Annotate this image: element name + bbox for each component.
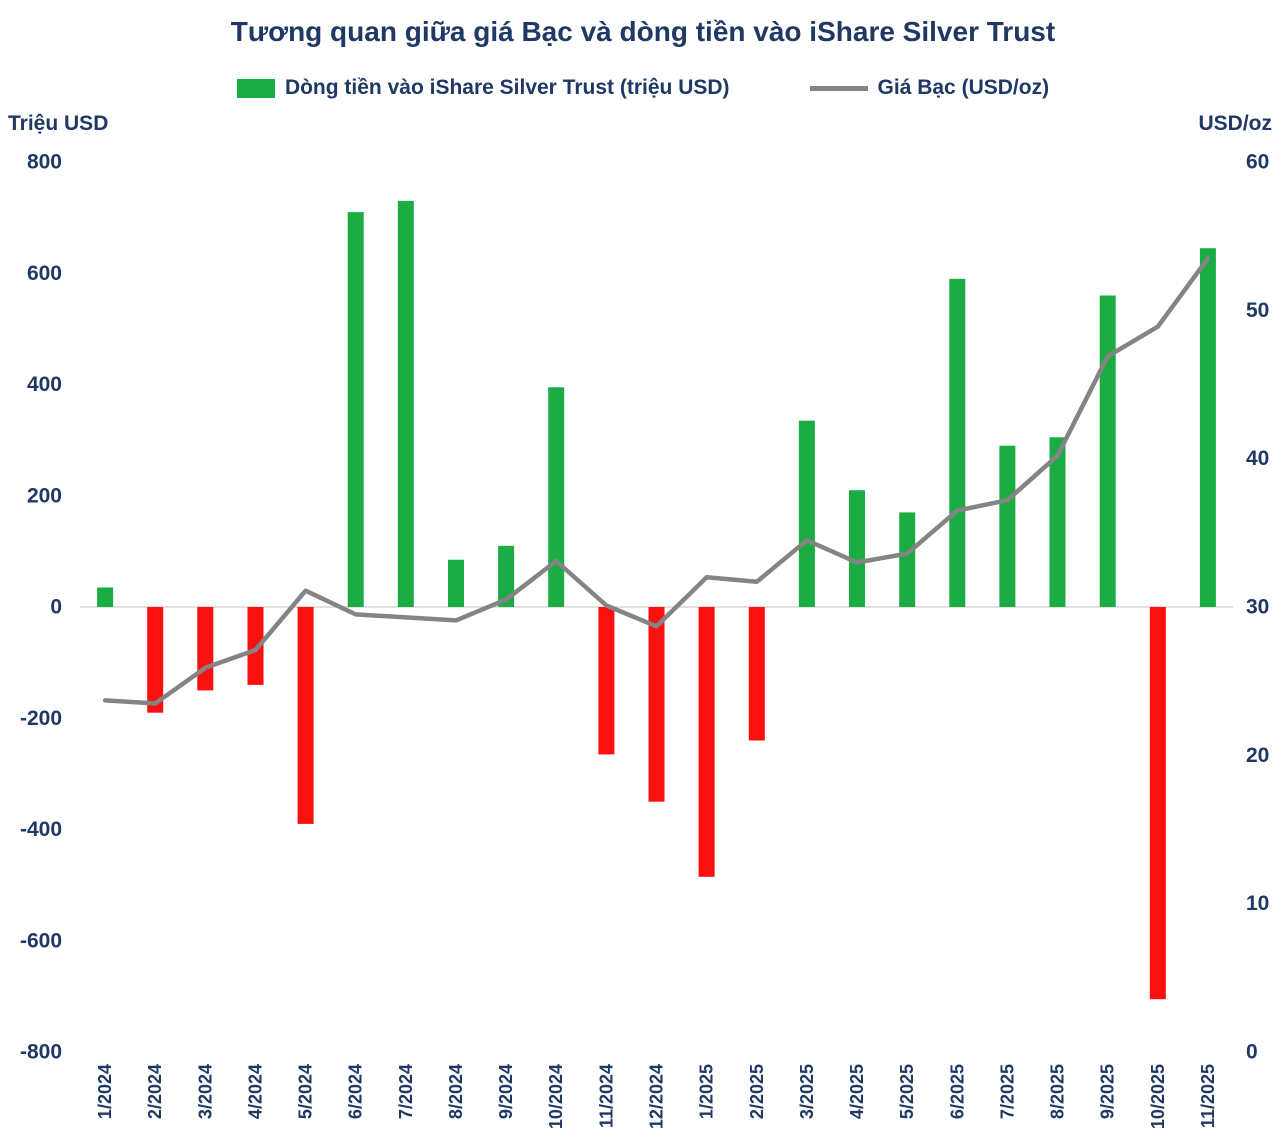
inflow-legend-label: Dòng tiền vào iShare Silver Trust (triệu… <box>284 76 730 99</box>
inflow-bar <box>197 607 214 691</box>
left-axis-tick-label: 600 <box>27 262 62 285</box>
inflow-bar <box>147 607 164 713</box>
x-axis-label: 1/2024 <box>95 1064 115 1119</box>
left-axis-tick-label: -800 <box>20 1041 62 1064</box>
right-axis-unit-label: USD/oz <box>1198 112 1273 135</box>
inflow-bar <box>97 587 114 607</box>
inflow-bar <box>1199 248 1216 607</box>
inflow-bar <box>598 607 615 755</box>
right-axis-tick-label: 0 <box>1246 1041 1258 1064</box>
x-axis-label: 3/2025 <box>797 1064 817 1119</box>
x-axis-label: 2/2025 <box>747 1064 767 1119</box>
left-axis-tick-label: 800 <box>27 151 62 174</box>
inflow-bar <box>448 559 464 607</box>
right-axis-tick-label: 50 <box>1246 299 1269 322</box>
right-axis-tick-label: 60 <box>1246 151 1269 174</box>
inflow-bar <box>798 420 815 607</box>
right-axis-tick-label: 30 <box>1246 596 1269 619</box>
x-axis-label: 10/2024 <box>546 1064 566 1129</box>
inflow-bar-swatch <box>236 78 275 98</box>
x-axis-label: 5/2025 <box>897 1064 917 1119</box>
x-axis-label: 2/2024 <box>145 1064 165 1119</box>
chart-legend: Dòng tiền vào iShare Silver Trust (triệu… <box>0 76 1286 100</box>
right-axis-tick-label: 20 <box>1246 744 1269 767</box>
inflow-bar <box>698 607 715 877</box>
legend-item-silver-price: Giá Bạc (USD/oz) <box>809 76 1050 100</box>
silver-price-line <box>102 256 1211 706</box>
legend-item-inflow: Dòng tiền vào iShare Silver Trust (triệu… <box>236 76 730 100</box>
inflow-bar <box>548 387 565 607</box>
inflow-bar <box>949 278 966 607</box>
x-axis-label: 11/2024 <box>596 1064 616 1128</box>
inflow-bar <box>999 445 1016 607</box>
left-axis-tick-label: 0 <box>50 596 62 619</box>
left-axis-tick-label: 200 <box>27 484 62 507</box>
inflow-bar <box>849 490 865 607</box>
silver-price-legend-label: Giá Bạc (USD/oz) <box>877 76 1050 99</box>
x-axis-label: 6/2024 <box>346 1064 366 1119</box>
left-axis-tick-label: 400 <box>27 373 62 396</box>
x-axis-label: 3/2024 <box>195 1064 215 1119</box>
x-axis-label: 5/2024 <box>296 1064 316 1119</box>
left-axis-tick-label: -400 <box>20 818 62 841</box>
inflow-bar <box>648 607 665 802</box>
x-axis-label: 9/2025 <box>1098 1064 1118 1119</box>
x-axis-label: 12/2024 <box>647 1064 667 1129</box>
x-axis-label: 11/2025 <box>1198 1064 1218 1128</box>
inflow-bar <box>899 512 916 607</box>
silver-price-line-swatch <box>809 85 868 91</box>
x-axis-label: 9/2024 <box>496 1064 516 1119</box>
inflow-bar <box>498 545 515 607</box>
inflow-bar <box>397 200 414 607</box>
left-axis-unit-label: Triệu USD <box>8 112 109 135</box>
left-axis-tick-label: -200 <box>20 707 62 730</box>
right-axis-tick-label: 10 <box>1246 892 1269 915</box>
x-axis-label: 8/2024 <box>446 1064 466 1119</box>
inflow-bar <box>748 607 765 741</box>
inflow-bar <box>297 607 314 824</box>
x-axis-label: 8/2025 <box>1048 1064 1068 1119</box>
left-axis-tick-label: -600 <box>20 929 62 952</box>
x-axis-label: 1/2025 <box>697 1064 717 1119</box>
x-axis-label: 7/2025 <box>997 1064 1017 1119</box>
x-axis-label: 4/2025 <box>847 1064 867 1119</box>
inflow-bar <box>1049 437 1066 607</box>
inflow-bar <box>247 607 264 685</box>
inflow-bar <box>347 212 364 607</box>
x-axis-label: 6/2025 <box>947 1064 967 1119</box>
x-axis-label: 7/2024 <box>396 1064 416 1119</box>
x-axis-label: 10/2025 <box>1148 1064 1168 1129</box>
right-axis-tick-label: 40 <box>1246 447 1269 470</box>
x-axis-label: 4/2024 <box>246 1064 266 1119</box>
inflow-bar <box>1149 607 1166 1000</box>
chart-title: Tương quan giữa giá Bạc và dòng tiền vào… <box>230 16 1056 47</box>
inflow-bar <box>1099 295 1116 607</box>
